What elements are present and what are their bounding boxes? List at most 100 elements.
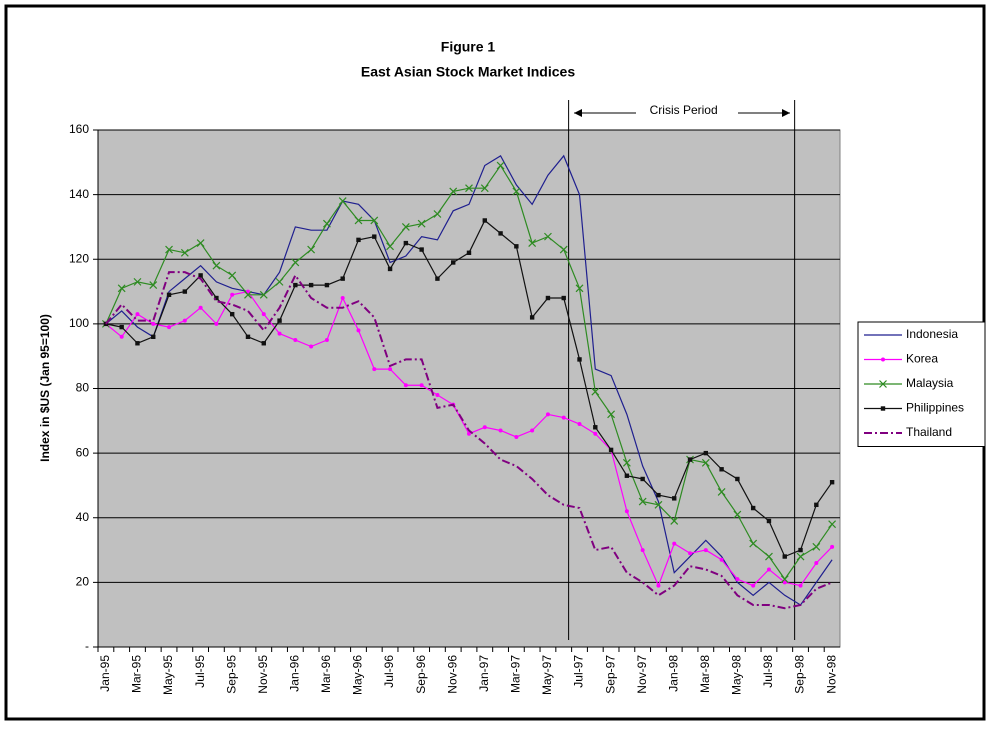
y-tick-label: 80 bbox=[76, 381, 90, 395]
marker bbox=[340, 276, 345, 281]
legend-label: Indonesia bbox=[906, 327, 958, 341]
marker bbox=[401, 223, 410, 231]
marker bbox=[782, 554, 787, 559]
marker bbox=[654, 500, 663, 509]
marker bbox=[735, 577, 740, 582]
marker bbox=[622, 458, 631, 467]
marker bbox=[593, 431, 598, 436]
legend-label: Philippines bbox=[906, 401, 964, 415]
marker bbox=[782, 580, 787, 585]
marker bbox=[608, 447, 614, 453]
marker bbox=[308, 282, 314, 288]
marker bbox=[324, 282, 330, 288]
marker bbox=[466, 250, 472, 255]
y-tick-label: 40 bbox=[76, 510, 90, 524]
marker bbox=[244, 290, 252, 299]
y-tick-label: 160 bbox=[69, 122, 89, 136]
x-tick-label: Jul-96 bbox=[382, 655, 396, 688]
marker bbox=[751, 583, 756, 588]
marker bbox=[388, 367, 393, 372]
marker bbox=[559, 245, 568, 254]
marker bbox=[830, 544, 835, 549]
marker bbox=[149, 281, 158, 290]
marker bbox=[356, 237, 361, 243]
marker bbox=[417, 219, 426, 228]
legend-marker bbox=[880, 406, 886, 411]
series-line bbox=[105, 154, 833, 606]
marker bbox=[435, 392, 440, 397]
marker bbox=[467, 431, 471, 436]
marker bbox=[561, 415, 566, 420]
marker bbox=[814, 502, 819, 508]
chart-subtitle: East Asian Stock Market Indices bbox=[361, 64, 575, 80]
marker bbox=[512, 187, 521, 196]
marker bbox=[814, 560, 819, 565]
marker bbox=[198, 273, 203, 278]
marker bbox=[672, 541, 677, 546]
marker bbox=[340, 296, 345, 301]
marker bbox=[514, 244, 519, 249]
y-tick-label: 140 bbox=[69, 187, 89, 201]
marker bbox=[214, 321, 219, 326]
marker bbox=[687, 457, 693, 462]
marker bbox=[451, 260, 456, 265]
marker bbox=[528, 239, 537, 248]
marker bbox=[198, 305, 203, 310]
marker bbox=[672, 496, 677, 501]
marker bbox=[309, 344, 314, 349]
marker bbox=[529, 315, 535, 320]
marker bbox=[293, 282, 298, 288]
legend-marker bbox=[881, 357, 885, 362]
marker bbox=[880, 406, 886, 411]
marker bbox=[167, 325, 172, 330]
marker bbox=[135, 312, 140, 317]
marker bbox=[403, 240, 409, 246]
marker bbox=[577, 357, 582, 362]
marker bbox=[356, 328, 361, 333]
x-tick-label: Jan-95 bbox=[98, 655, 112, 692]
marker bbox=[482, 425, 487, 430]
marker bbox=[688, 551, 693, 556]
x-tick-label: Jan-96 bbox=[288, 655, 302, 692]
marker bbox=[449, 187, 458, 196]
marker bbox=[182, 318, 187, 323]
x-tick-label: May-97 bbox=[540, 655, 554, 695]
marker bbox=[230, 292, 235, 297]
marker bbox=[151, 334, 156, 339]
x-tick-label: Mar-97 bbox=[509, 655, 523, 693]
x-tick-label: Sep-97 bbox=[603, 655, 617, 694]
marker bbox=[544, 232, 552, 241]
x-tick-label: Jan-98 bbox=[666, 655, 680, 692]
legend-label: Thailand bbox=[906, 425, 952, 439]
marker bbox=[322, 219, 331, 228]
marker bbox=[496, 161, 505, 170]
marker bbox=[719, 557, 724, 562]
marker bbox=[419, 247, 424, 252]
marker bbox=[277, 318, 282, 323]
marker bbox=[403, 383, 408, 388]
marker bbox=[498, 428, 503, 433]
x-tick-label: Sep-95 bbox=[224, 655, 238, 694]
x-tick-label: Nov-95 bbox=[256, 655, 270, 694]
marker bbox=[780, 575, 789, 584]
y-tick-label: 120 bbox=[69, 251, 89, 265]
marker bbox=[717, 487, 726, 496]
marker bbox=[749, 539, 758, 548]
series-line bbox=[105, 271, 833, 610]
x-tick-label: Nov-96 bbox=[445, 655, 459, 694]
marker bbox=[703, 548, 708, 553]
marker bbox=[733, 510, 742, 519]
marker bbox=[196, 239, 205, 248]
marker bbox=[640, 476, 645, 482]
marker bbox=[261, 312, 266, 317]
marker bbox=[133, 277, 142, 286]
marker bbox=[703, 450, 709, 456]
marker bbox=[561, 295, 566, 301]
marker bbox=[419, 383, 424, 388]
marker bbox=[338, 197, 347, 206]
marker bbox=[259, 290, 268, 299]
marker bbox=[229, 311, 235, 317]
marker bbox=[640, 548, 645, 553]
marker bbox=[670, 517, 679, 525]
marker bbox=[828, 520, 837, 529]
